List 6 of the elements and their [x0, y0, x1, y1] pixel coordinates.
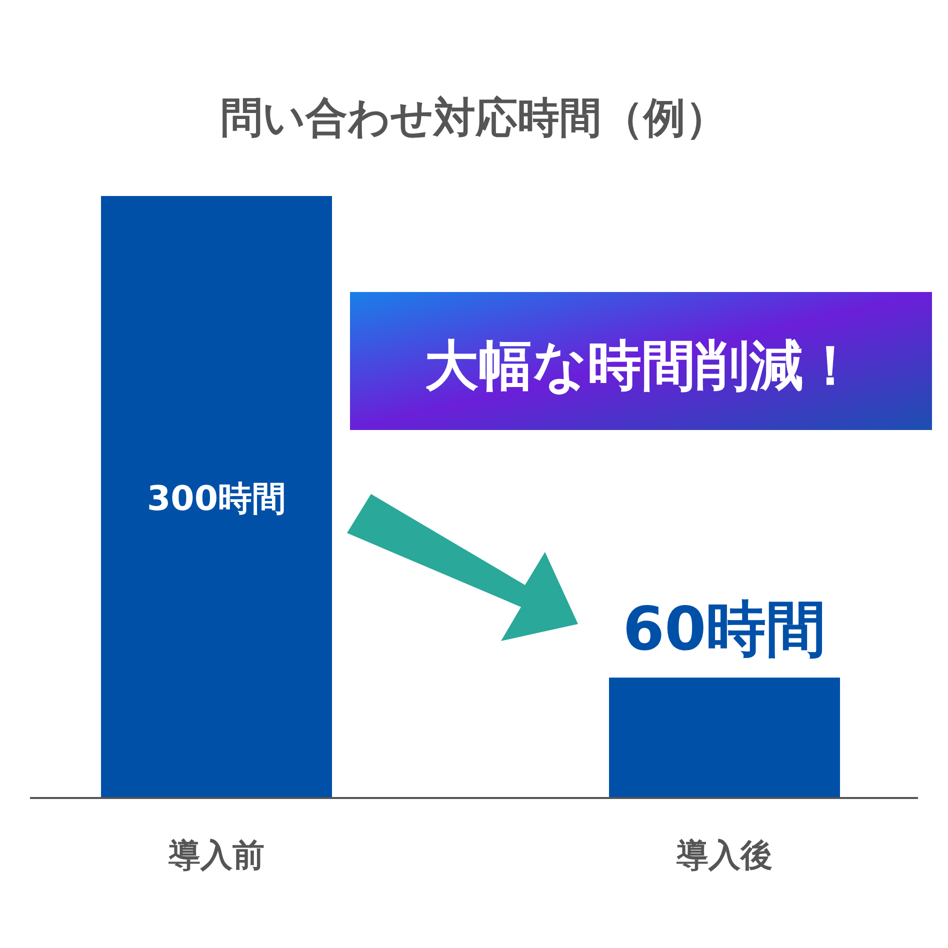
annotation: 大幅な時間削減！	[424, 334, 858, 397]
data-label: 60時間	[622, 594, 826, 665]
chart-title: 問い合わせ対応時間（例）	[220, 93, 728, 142]
data-label: 300時間	[147, 479, 286, 519]
x-tick-label: 導入後	[676, 836, 772, 874]
x-tick-label: 導入前	[168, 836, 264, 874]
